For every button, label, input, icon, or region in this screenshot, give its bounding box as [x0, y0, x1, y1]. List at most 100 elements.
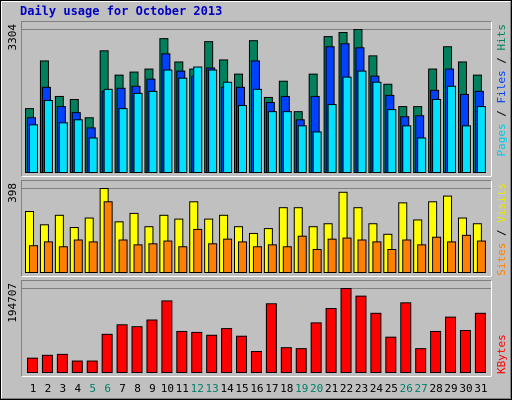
bar	[295, 348, 307, 373]
x-tick-label: 20	[310, 382, 323, 395]
bar	[372, 241, 382, 274]
bar	[402, 125, 412, 174]
bar	[417, 244, 427, 274]
legend-separator: /	[495, 223, 508, 243]
legend-entry: KBytes	[495, 334, 508, 374]
x-tick-label: 25	[385, 382, 398, 395]
bar	[86, 360, 98, 374]
x-tick-label: 15	[235, 382, 248, 395]
bar	[103, 201, 113, 273]
bar	[146, 319, 158, 373]
legend: KBytes	[495, 334, 508, 374]
bar	[417, 137, 427, 173]
legend: Pages / Files / Hits	[495, 24, 508, 157]
x-tick-label: 21	[325, 382, 338, 395]
bar	[41, 354, 53, 373]
bar	[29, 124, 38, 174]
x-tick-label: 1	[30, 382, 37, 395]
bar	[103, 88, 113, 173]
legend: Sites / Visits	[495, 183, 508, 276]
bar	[88, 137, 98, 173]
bar	[116, 324, 128, 373]
legend-entry: Visits	[495, 183, 508, 223]
bar	[357, 70, 367, 173]
x-tick-label: 14	[220, 382, 234, 395]
bar	[432, 98, 442, 173]
bar	[223, 238, 233, 273]
bar	[133, 92, 143, 173]
bar	[163, 69, 173, 173]
bar	[282, 246, 292, 273]
x-tick-label: 13	[206, 382, 219, 395]
x-tick-label: 29	[444, 382, 457, 395]
bar	[474, 312, 486, 373]
x-tick-label: 31	[474, 382, 487, 395]
x-tick-label: 2	[45, 382, 52, 395]
x-tick-label: 28	[429, 382, 442, 395]
bar	[148, 90, 158, 173]
x-tick-label: 30	[459, 382, 472, 395]
bar	[447, 241, 457, 274]
x-tick-label: 10	[161, 382, 174, 395]
bar	[267, 244, 277, 274]
bar	[178, 246, 188, 273]
bar	[73, 119, 83, 173]
bar	[133, 244, 143, 274]
bar	[430, 330, 442, 373]
x-tick-label: 12	[191, 382, 204, 395]
bar	[447, 85, 457, 173]
x-tick-label: 3	[60, 382, 67, 395]
x-tick-label: 23	[355, 382, 368, 395]
y-tick-label: 398	[6, 183, 19, 203]
legend-entry: Files	[495, 70, 508, 103]
bar	[238, 241, 248, 274]
legend-separator: /	[495, 104, 508, 124]
bar	[252, 88, 262, 173]
bar	[193, 228, 203, 273]
bar	[415, 348, 427, 373]
bar	[161, 300, 173, 374]
bar	[238, 105, 248, 173]
legend-entry: Pages	[495, 123, 508, 156]
bar	[387, 109, 397, 173]
bar	[206, 334, 218, 373]
y-tick-label: 3304	[6, 24, 19, 51]
bar	[223, 81, 233, 173]
x-tick-label: 19	[295, 382, 308, 395]
legend-entry: Sites	[495, 243, 508, 276]
bar	[250, 350, 262, 373]
bar	[58, 122, 68, 173]
bar	[342, 237, 352, 274]
bar	[73, 239, 83, 273]
x-tick-label: 24	[370, 382, 384, 395]
x-tick-label: 16	[250, 382, 263, 395]
bar	[101, 333, 113, 374]
bar	[148, 243, 158, 273]
bar	[312, 131, 322, 173]
x-tick-label: 4	[74, 382, 81, 395]
bar	[236, 335, 248, 373]
bar	[163, 240, 173, 274]
bar	[370, 312, 382, 373]
x-tick-label: 6	[104, 382, 111, 395]
bar	[327, 238, 337, 273]
bar	[310, 322, 322, 373]
bar	[208, 69, 218, 173]
bar	[178, 77, 188, 173]
bar	[58, 246, 68, 273]
bar	[43, 99, 53, 173]
bar	[476, 106, 486, 173]
bar	[280, 347, 292, 374]
y-tick-label: 194707	[6, 283, 19, 323]
bar	[400, 302, 412, 373]
legend-entry: Hits	[495, 24, 508, 51]
bar	[297, 235, 307, 273]
bar	[267, 111, 277, 173]
bar	[372, 81, 382, 173]
bar	[252, 246, 262, 273]
bar	[461, 234, 471, 274]
x-tick-label: 27	[415, 382, 428, 395]
bar	[432, 236, 442, 273]
x-tick-label: 22	[340, 382, 353, 395]
x-tick-label: 9	[149, 382, 156, 395]
